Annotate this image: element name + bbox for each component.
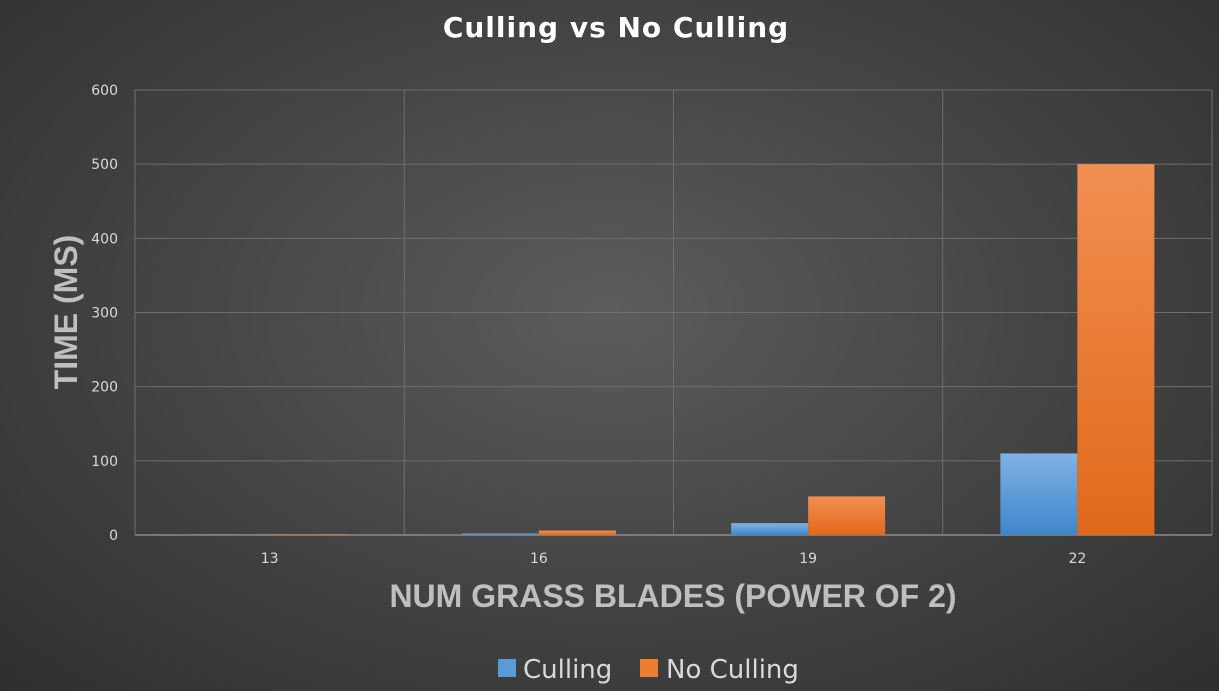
bar-culling: [731, 523, 809, 535]
y-tick-label: 600: [91, 83, 118, 99]
bar-no-culling: [1077, 164, 1155, 535]
x-axis-title: NUM GRASS BLADES (POWER OF 2): [389, 578, 956, 614]
bar-no-culling: [538, 530, 616, 535]
bar-no-culling: [269, 534, 347, 535]
x-tick-label: 13: [261, 551, 279, 567]
bars: [192, 164, 1155, 535]
y-tick-label: 200: [91, 380, 118, 396]
legend-swatch-no-culling: [640, 659, 658, 677]
y-tick-label: 0: [109, 528, 118, 544]
x-tick-label: 22: [1068, 551, 1086, 567]
bar-culling: [461, 533, 539, 535]
legend-label-no-culling: No Culling: [666, 655, 799, 685]
y-axis-title: TIME (MS): [48, 235, 84, 390]
legend: Culling No Culling: [498, 655, 799, 685]
legend-label-culling: Culling: [523, 655, 612, 685]
bar-culling: [1000, 453, 1078, 535]
y-tick-label: 300: [91, 306, 118, 322]
x-tick-label: 19: [799, 551, 817, 567]
x-tick-label: 16: [530, 551, 548, 567]
x-axis-tick-labels: 13 16 19 22: [261, 551, 1087, 567]
y-tick-label: 400: [91, 231, 118, 247]
chart-title: Culling vs No Culling: [443, 11, 789, 44]
y-tick-label: 100: [91, 454, 118, 470]
legend-swatch-culling: [498, 659, 516, 677]
bar-no-culling: [808, 496, 886, 535]
y-axis-tick-labels: 0 100 200 300 400 500 600: [91, 83, 118, 544]
y-tick-label: 500: [91, 157, 118, 173]
